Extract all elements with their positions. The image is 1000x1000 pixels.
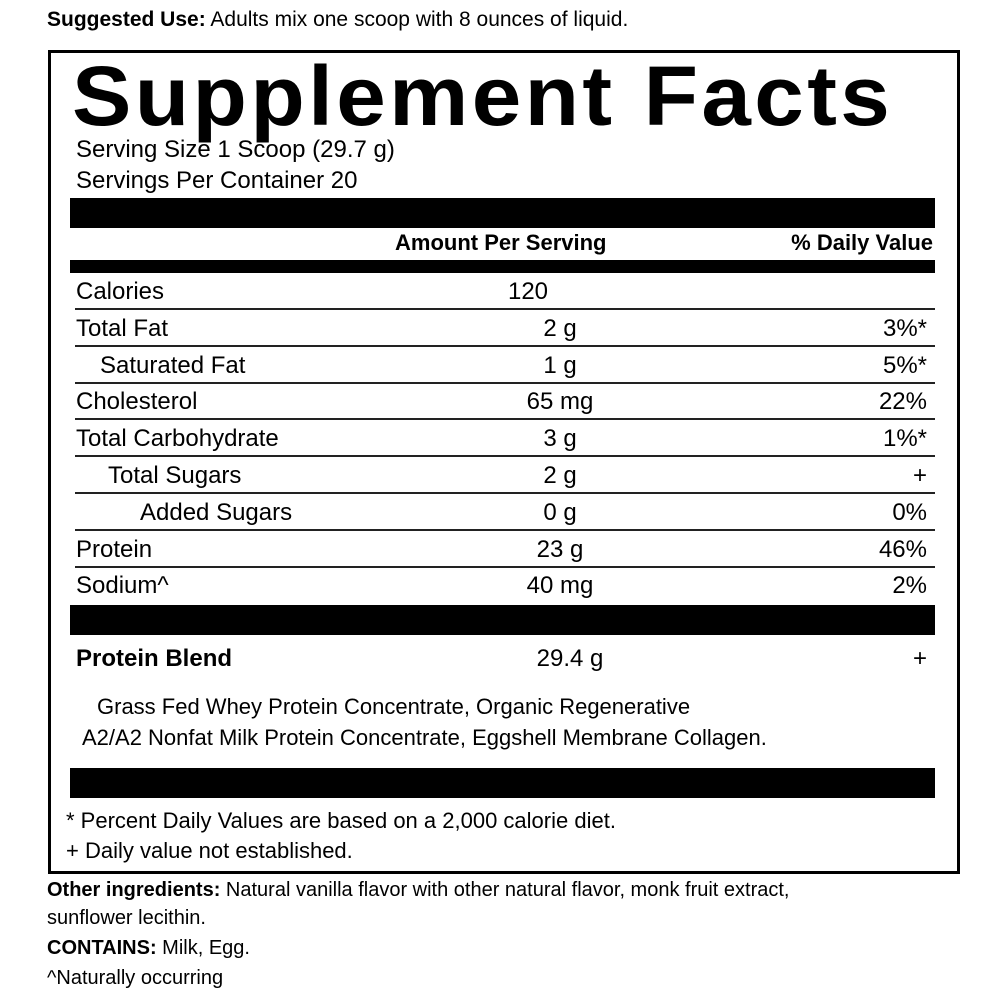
divider-bar [70, 198, 935, 228]
serving-size: Serving Size 1 Scoop (29.7 g) [76, 136, 395, 163]
nutrient-label: Protein [76, 535, 153, 563]
nutrient-amount: 65 mg [526, 388, 594, 416]
row-divider [75, 418, 935, 421]
nutrient-label: Sodium^ [76, 572, 169, 600]
nutrient-label: Added Sugars [140, 498, 293, 526]
footnote-plus: + Daily value not established. [66, 838, 353, 863]
blend-ingredients-line1: Grass Fed Whey Protein Concentrate, Orga… [97, 694, 691, 719]
nutrient-dv: 0% [892, 498, 927, 526]
protein-blend-row: Protein Blend 29.4 g + [70, 640, 935, 677]
nutrient-amount: 2 g [543, 314, 577, 342]
nutrient-amount: 23 g [536, 535, 584, 563]
nutrient-dv: 1%* [882, 425, 927, 453]
footnote-dv: * Percent Daily Values are based on a 2,… [66, 808, 616, 833]
nutrient-dv: 22% [878, 388, 927, 416]
nutrient-dv: 46% [878, 535, 927, 563]
nutrient-row: Total Sugars 2 g + [70, 457, 935, 494]
divider-bar [70, 260, 935, 273]
nutrient-label: Total Carbohydrate [76, 425, 279, 453]
nutrient-label: Saturated Fat [100, 351, 246, 379]
nutrient-row: Protein 23 g 46% [70, 531, 935, 568]
suggested-use: Suggested Use: Adults mix one scoop with… [47, 8, 629, 31]
amount-header: Amount Per Serving [395, 230, 607, 255]
nutrient-row: Added Sugars 0 g 0% [70, 494, 935, 531]
nutrient-label: Total Sugars [108, 462, 242, 489]
divider-bar [70, 768, 935, 798]
nutrient-amount: 0 g [543, 498, 577, 526]
nutrient-amount: 2 g [543, 462, 577, 489]
nutrient-row: Total Fat 2 g 3%* [70, 310, 935, 347]
naturally-occurring-note: ^Naturally occurring [47, 967, 224, 989]
other-ingredients-cont: sunflower lecithin. [47, 907, 206, 929]
nutrient-label: Total Fat [76, 314, 169, 342]
blend-amount: 29.4 g [536, 645, 604, 672]
divider-bar [70, 605, 935, 635]
nutrient-dv: 2% [892, 572, 927, 600]
row-divider [75, 565, 935, 568]
contains: CONTAINS: Milk, Egg. [47, 937, 250, 959]
blend-ingredients-line2: A2/A2 Nonfat Milk Protein Concentrate, E… [82, 725, 767, 750]
nutrient-amount: 40 mg [526, 572, 594, 600]
row-divider [75, 492, 935, 494]
nutrient-row: Calories 120 [70, 273, 935, 310]
row-divider [75, 528, 935, 531]
nutrient-label: Cholesterol [76, 388, 198, 416]
nutrient-amount: 120 [507, 278, 549, 305]
nutrient-amount: 3 g [543, 425, 577, 453]
row-divider [75, 344, 935, 347]
nutrient-label: Calories [76, 278, 165, 305]
other-ingredients: Other ingredients: Natural vanilla flavo… [47, 879, 790, 901]
supplement-facts-panel [48, 50, 960, 874]
nutrient-dv: 3%* [882, 314, 927, 342]
nutrient-amount: 1 g [543, 351, 577, 379]
nutrient-row: Saturated Fat 1 g 5%* [70, 347, 935, 384]
row-divider [75, 381, 935, 384]
row-divider [75, 308, 935, 310]
panel-title: Supplement Facts [72, 49, 894, 143]
dv-header: % Daily Value [791, 230, 933, 255]
nutrient-row: Total Carbohydrate 3 g 1%* [70, 420, 935, 458]
blend-label: Protein Blend [76, 645, 233, 672]
nutrient-dv: + [912, 462, 927, 489]
row-divider [75, 455, 935, 458]
servings-per-container: Servings Per Container 20 [76, 167, 358, 194]
nutrient-row: Cholesterol 65 mg 22% [70, 383, 935, 421]
blend-dv: + [912, 645, 927, 672]
nutrient-row: Sodium^ 40 mg 2% [70, 567, 935, 604]
nutrient-dv: 5%* [882, 351, 927, 379]
